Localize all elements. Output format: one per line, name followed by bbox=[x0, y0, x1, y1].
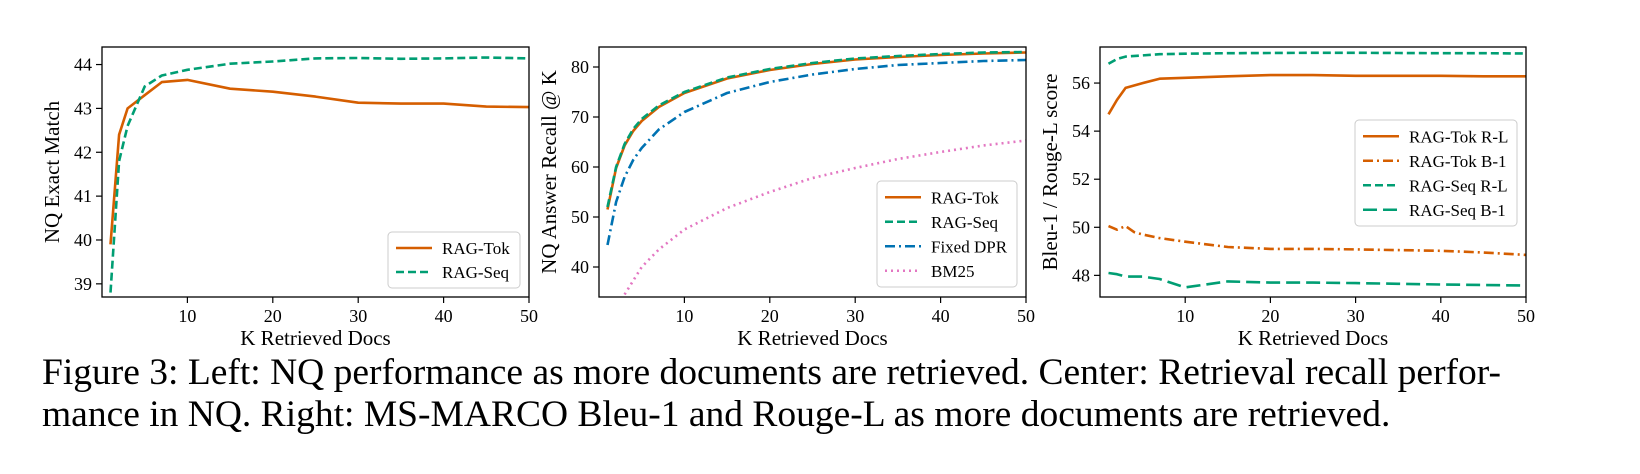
legend-label: BM25 bbox=[931, 262, 974, 281]
caption-line-1: Figure 3: Left: NQ performance as more d… bbox=[42, 352, 1502, 393]
legend-label: RAG-Tok B-1 bbox=[1409, 152, 1507, 171]
series-group bbox=[1107, 51, 1526, 289]
y-tick-label: 40 bbox=[74, 230, 92, 250]
y-tick-label: 50 bbox=[1072, 217, 1090, 237]
x-tick-label: 40 bbox=[932, 306, 950, 326]
x-tick-label: 20 bbox=[1261, 306, 1279, 326]
y-tick-label: 44 bbox=[74, 55, 92, 75]
series-line-rag-tok bbox=[606, 51, 1026, 210]
x-tick-label: 50 bbox=[1017, 306, 1035, 326]
series-line-rag-tok bbox=[109, 78, 529, 245]
y-tick-label: 50 bbox=[571, 207, 589, 227]
legend-box bbox=[1354, 119, 1518, 227]
legend: RAG-Tok RAG-Seq bbox=[387, 231, 521, 289]
plot-frame bbox=[101, 46, 530, 298]
legend-label: RAG-Seq bbox=[931, 213, 999, 232]
y-tick-label: 60 bbox=[571, 157, 589, 177]
y-tick-label: 39 bbox=[74, 274, 92, 294]
series-line-rag-seq-b-1 bbox=[1108, 271, 1526, 289]
legend: RAG-Tok RAG-Seq Fixed DPR BM25 bbox=[876, 180, 1018, 288]
x-tick-label: 10 bbox=[1176, 306, 1194, 326]
legend-label: RAG-Seq R-L bbox=[1409, 176, 1508, 195]
chart-panel-2: 10 20 30 40 50 40 50 60 70 80 K Retrieved Docs NQ A… bbox=[537, 46, 1035, 350]
y-tick-label: 42 bbox=[74, 142, 92, 162]
legend-label: RAG-Tok bbox=[442, 239, 510, 258]
x-tick-label: 10 bbox=[178, 306, 196, 326]
legend-label: RAG-Tok bbox=[931, 188, 999, 207]
series-line-rag-seq-r-l bbox=[1107, 51, 1526, 65]
legend-label: RAG-Tok R-L bbox=[1409, 127, 1508, 146]
x-tick-label: 30 bbox=[1347, 306, 1365, 326]
chart-panel-3: 10 20 30 40 50 48 50 52 54 56 K Retrieved Docs Bleu… bbox=[1038, 46, 1535, 350]
plot-frame bbox=[1099, 46, 1527, 298]
x-tick-label: 30 bbox=[846, 306, 864, 326]
series-group bbox=[606, 50, 1026, 296]
legend-label: Fixed DPR bbox=[931, 237, 1008, 256]
y-tick-label: 48 bbox=[1072, 265, 1090, 285]
figure-caption: Figure 3: Left: NQ performance as more d… bbox=[42, 352, 1607, 436]
figure-panels: 10 20 30 40 50 39 40 41 42 43 44 K Retrieved Docs NQ… bbox=[40, 46, 1535, 350]
x-tick-label: 10 bbox=[675, 306, 693, 326]
y-tick-label: 54 bbox=[1072, 121, 1090, 141]
series-line-fixed-dpr bbox=[606, 58, 1026, 246]
legend-label: RAG-Seq bbox=[442, 263, 510, 282]
y-tick-label: 40 bbox=[571, 257, 589, 277]
legend-box bbox=[876, 180, 1018, 288]
x-tick-label: 20 bbox=[264, 306, 282, 326]
y-tick-label: 70 bbox=[571, 107, 589, 127]
x-tick-label: 40 bbox=[435, 306, 453, 326]
x-axis-label: K Retrieved Docs bbox=[240, 326, 390, 350]
x-tick-label: 50 bbox=[520, 306, 538, 326]
legend: RAG-Tok R-L RAG-Tok B-1 RAG-Seq R-L RAG-Seq… bbox=[1354, 119, 1518, 227]
y-tick-label: 43 bbox=[74, 98, 92, 118]
y-tick-label: 41 bbox=[74, 186, 92, 206]
y-axis-label: NQ Exact Match bbox=[40, 100, 64, 243]
series-line-rag-tok-r-l bbox=[1107, 73, 1526, 115]
legend-box bbox=[387, 231, 521, 289]
y-axis-label: Bleu-1 / Rouge-L score bbox=[1038, 74, 1062, 271]
series-line-bm25 bbox=[623, 139, 1026, 296]
x-tick-label: 50 bbox=[1517, 306, 1535, 326]
x-tick-label: 40 bbox=[1432, 306, 1450, 326]
x-axis-label: K Retrieved Docs bbox=[1238, 326, 1388, 350]
series-group bbox=[109, 56, 529, 293]
y-axis-label: NQ Answer Recall @ K bbox=[537, 70, 561, 274]
x-axis-label: K Retrieved Docs bbox=[737, 326, 887, 350]
series-line-rag-seq bbox=[109, 56, 529, 293]
plot-frame bbox=[598, 46, 1027, 298]
x-tick-label: 20 bbox=[761, 306, 779, 326]
caption-line-2: mance in NQ. Right: MS-MARCO Bleu-1 and … bbox=[42, 394, 1391, 435]
y-tick-label: 56 bbox=[1072, 73, 1090, 93]
chart-panel-1: 10 20 30 40 50 39 40 41 42 43 44 K Retrieved Docs NQ… bbox=[40, 46, 538, 350]
series-line-rag-tok-b-1 bbox=[1107, 224, 1526, 257]
y-tick-label: 80 bbox=[571, 57, 589, 77]
x-tick-label: 30 bbox=[349, 306, 367, 326]
y-tick-label: 52 bbox=[1072, 169, 1090, 189]
legend-label: RAG-Seq B-1 bbox=[1409, 201, 1506, 220]
